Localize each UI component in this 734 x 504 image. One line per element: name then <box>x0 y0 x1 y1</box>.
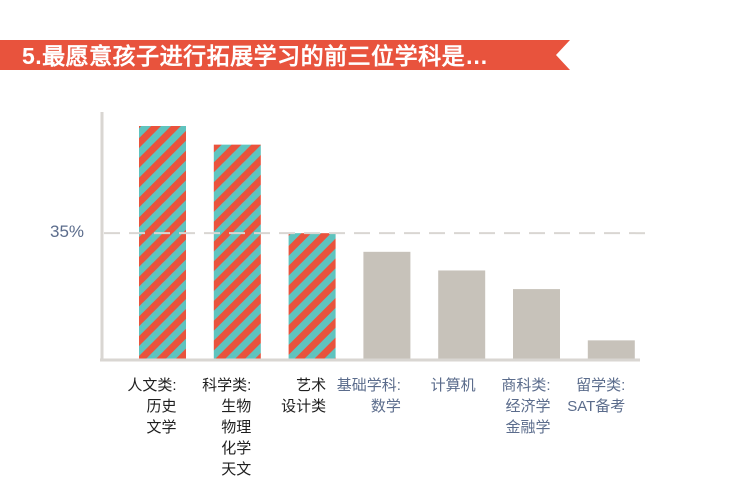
category-label-6: 商科类: 经济学 金融学 <box>501 377 551 436</box>
category-label-2: 科学类: 生物 物理 化学 天文 <box>202 377 252 478</box>
bar-4 <box>363 251 411 359</box>
category-label-3: 艺术 设计类 <box>281 377 327 415</box>
category-label-5: 计算机 <box>430 377 476 394</box>
bar-2 <box>213 144 261 359</box>
title-banner: 5.最愿意孩子进行拓展学习的前三位学科是… <box>0 0 734 110</box>
bar-7 <box>587 340 635 359</box>
chart-title: 5.最愿意孩子进行拓展学习的前三位学科是… <box>22 43 489 69</box>
category-label-4: 基础学科: 数学 <box>336 377 401 415</box>
bar-5 <box>438 270 486 359</box>
category-label-7: 留学类: SAT备考 <box>567 377 626 415</box>
bar-6 <box>513 289 560 359</box>
bar-3 <box>288 233 336 359</box>
reference-line-label: 35% <box>50 222 85 242</box>
category-label-1: 人文类: 历史 文学 <box>127 377 177 436</box>
banner-ribbon <box>0 40 570 70</box>
bar-1 <box>139 126 186 359</box>
